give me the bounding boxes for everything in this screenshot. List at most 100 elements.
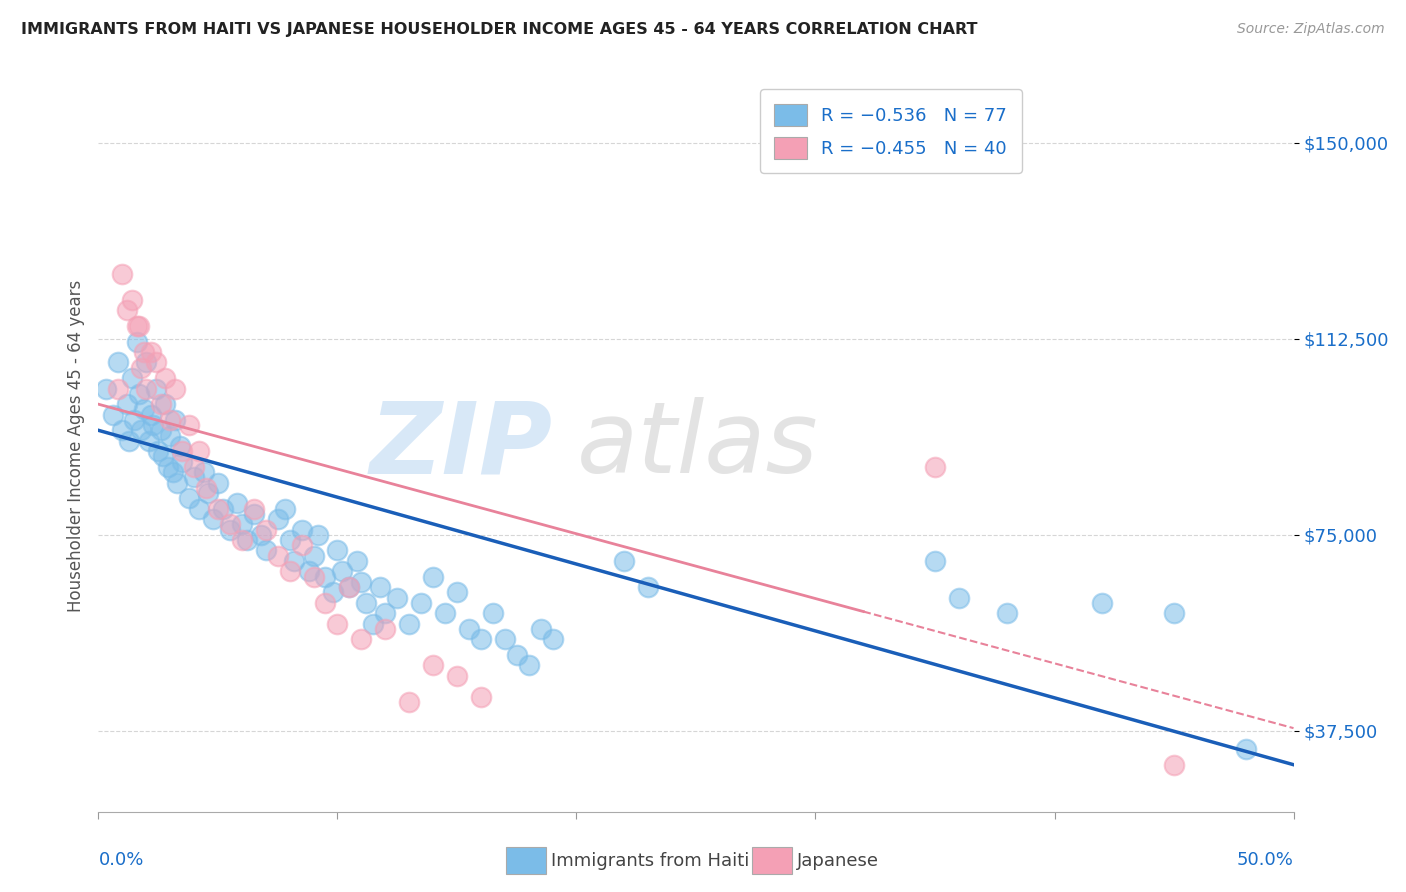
Text: IMMIGRANTS FROM HAITI VS JAPANESE HOUSEHOLDER INCOME AGES 45 - 64 YEARS CORRELAT: IMMIGRANTS FROM HAITI VS JAPANESE HOUSEH… (21, 22, 977, 37)
Text: 0.0%: 0.0% (98, 851, 143, 869)
Point (226, 496, 249, 510)
Point (315, 569, 337, 583)
Point (183, 459, 205, 474)
Point (339, 580, 361, 594)
Point (302, 549, 325, 563)
Point (411, 596, 433, 610)
Point (283, 554, 305, 568)
Point (197, 486, 219, 500)
Point (350, 632, 373, 647)
Point (179, 418, 201, 433)
Point (131, 360, 153, 375)
Point (446, 585, 468, 599)
Point (1091, 596, 1114, 610)
Point (995, 606, 1018, 620)
Text: Source: ZipAtlas.com: Source: ZipAtlas.com (1237, 22, 1385, 37)
Point (159, 413, 181, 427)
Point (243, 501, 266, 516)
Point (115, 303, 138, 318)
Point (398, 695, 420, 709)
Point (302, 569, 325, 583)
Point (159, 428, 181, 442)
Point (139, 408, 162, 422)
Point (422, 569, 444, 583)
Point (219, 517, 242, 532)
Point (162, 465, 184, 479)
Point (278, 533, 301, 547)
Point (291, 538, 314, 552)
Point (145, 355, 167, 369)
Point (118, 434, 141, 448)
Point (211, 501, 233, 516)
Point (132, 402, 155, 417)
Point (139, 345, 162, 359)
Point (125, 318, 148, 333)
Point (148, 444, 170, 458)
Point (517, 658, 540, 673)
Point (135, 355, 157, 369)
Point (506, 648, 529, 662)
Point (135, 382, 157, 396)
Point (370, 580, 392, 594)
Point (494, 632, 516, 647)
Point (374, 622, 396, 636)
Point (1234, 742, 1257, 756)
Point (235, 533, 257, 547)
Point (422, 658, 444, 673)
Point (195, 481, 218, 495)
Point (613, 554, 636, 568)
Point (434, 606, 457, 620)
Point (254, 543, 277, 558)
Point (187, 501, 209, 516)
Point (330, 565, 353, 579)
Point (250, 528, 273, 542)
Point (207, 475, 229, 490)
Point (149, 423, 172, 437)
Point (138, 434, 160, 448)
Point (363, 616, 385, 631)
Point (637, 580, 659, 594)
Point (924, 459, 946, 474)
Point (267, 512, 290, 526)
Text: Japanese: Japanese (797, 852, 879, 870)
Point (458, 622, 481, 636)
Point (307, 528, 329, 542)
Point (274, 501, 297, 516)
Point (398, 616, 420, 631)
Point (172, 444, 194, 458)
Point (1163, 606, 1185, 620)
Point (166, 475, 188, 490)
Point (124, 413, 146, 427)
Point (94, 382, 117, 396)
Point (163, 413, 186, 427)
Point (132, 345, 155, 359)
Point (446, 669, 468, 683)
Point (111, 423, 134, 437)
Point (948, 591, 970, 605)
Point (183, 470, 205, 484)
Point (128, 318, 150, 333)
Point (156, 459, 179, 474)
Point (374, 606, 396, 620)
Point (346, 554, 368, 568)
Point (202, 512, 225, 526)
Point (155, 397, 177, 411)
Point (350, 574, 373, 589)
Point (470, 632, 492, 647)
Point (315, 596, 337, 610)
Point (267, 549, 290, 563)
Point (142, 418, 165, 433)
Point (121, 293, 143, 307)
Point (187, 444, 209, 458)
Point (254, 523, 277, 537)
Point (145, 382, 167, 396)
Point (179, 491, 201, 506)
Point (1163, 757, 1185, 772)
Point (243, 507, 266, 521)
Point (924, 554, 946, 568)
Point (231, 517, 253, 532)
Point (207, 501, 229, 516)
Point (298, 565, 321, 579)
Point (128, 386, 150, 401)
Point (326, 616, 349, 631)
